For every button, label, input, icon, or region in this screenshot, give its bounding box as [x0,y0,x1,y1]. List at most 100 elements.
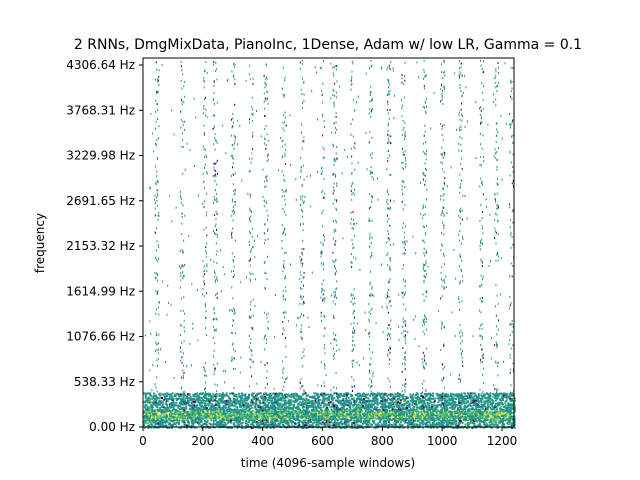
spectrogram-cell [336,344,338,347]
spectrogram-cell [321,290,323,293]
spectrogram-cell [278,408,281,411]
spectrogram-cell [510,79,512,82]
spectrogram-cell [322,225,324,228]
spectrogram-cell [474,424,477,427]
spectrogram-cell [205,214,207,217]
spectrogram-cell [402,347,404,349]
spectrogram-cell [506,422,509,424]
spectrogram-cell [344,413,347,416]
spectrogram-cell [318,410,320,413]
spectrogram-cell [182,391,184,394]
spectrogram-cell [336,157,338,160]
spectrogram-cell [339,421,342,424]
spectrogram-cell [323,335,325,337]
spectrogram-cell [423,174,425,176]
spectrogram-cell [245,420,248,423]
spectrogram-cell [294,419,297,421]
spectrogram-cell [424,213,426,216]
spectrogram-cell [335,287,337,290]
spectrogram-cell [352,312,354,315]
spectrogram-cell [480,274,482,277]
spectrogram-cell [396,414,399,417]
spectrogram-cell [395,411,398,414]
spectrogram-cell [482,98,484,101]
spectrogram-cell [473,420,476,423]
spectrogram-cell [320,361,322,364]
spectrogram-cell [284,381,285,384]
spectrogram-cell [279,417,282,420]
spectrogram-cell [239,422,242,425]
spectrogram-cell [369,67,370,70]
spectrogram-cell [351,60,353,63]
spectrogram-cell [250,358,252,361]
spectrogram-cell [232,183,234,186]
spectrogram-cell [184,423,187,426]
spectrogram-cell [496,90,498,93]
spectrogram-cell [496,182,498,185]
spectrogram-cell [156,249,158,252]
spectrogram-cell [344,409,347,412]
spectrogram-cell [333,291,335,294]
spectrogram-cell [354,407,357,410]
spectrogram-cell [250,341,252,344]
spectrogram-cell [180,196,182,199]
spectrogram-cell [354,331,356,334]
spectrogram-cell [213,363,215,366]
spectrogram-cell [215,328,217,331]
spectrogram-cell [283,95,285,98]
spectrogram-cell [323,316,325,318]
spectrogram-cell [377,391,379,394]
spectrogram-cell [333,355,335,357]
spectrogram-cell [181,421,184,424]
spectrogram-cell [151,424,154,427]
spectrogram-cell [330,389,332,392]
spectrogram-cell [303,80,305,83]
spectrogram-cell [334,243,336,246]
spectrogram-cell [435,424,438,427]
spectrogram-cell [329,410,332,413]
spectrogram-cell [483,70,485,73]
spectrogram-cell [335,131,336,134]
spectrogram-cell [265,272,267,275]
spectrogram-cell [276,420,279,422]
spectrogram-cell [213,419,215,422]
spectrogram-cell [429,423,432,426]
spectrogram-cell [250,220,251,222]
spectrogram-cell [354,109,356,112]
spectrogram-cell [321,90,322,93]
spectrogram-cell [194,408,197,411]
spectrogram-cell [370,312,372,315]
spectrogram-cell [265,409,268,412]
spectrogram-cell [351,172,353,175]
spectrogram-cell [435,422,438,425]
spectrogram-cell [458,74,460,77]
spectrogram-cell [231,70,233,73]
spectrogram-cell [495,388,497,391]
spectrogram-cell [302,107,303,110]
spectrogram-cell [206,172,208,175]
spectrogram-cell [220,408,223,411]
spectrogram-cell [424,152,426,155]
spectrogram-cell [441,209,443,212]
spectrogram-cell [351,265,353,268]
spectrogram-cell [498,81,500,84]
spectrogram-cell [213,367,215,370]
spectrogram-cell [240,281,242,284]
spectrogram-cell [213,60,215,63]
spectrogram-cell [261,405,264,408]
spectrogram-cell [350,147,352,150]
spectrogram-cell [214,163,216,165]
spectrogram-cell [464,408,467,411]
spectrogram-cell [332,173,334,176]
spectrogram-cell [179,191,181,193]
spectrogram-cell [198,194,199,197]
spectrogram-cell [353,145,355,148]
spectrogram-cell [182,146,184,148]
spectrogram-cell [511,80,513,83]
spectrogram-cell [402,129,404,131]
spectrogram-cell [182,277,184,280]
spectrogram-cell [482,193,484,196]
spectrogram-cell [320,67,322,70]
spectrogram-cell [481,147,483,150]
spectrogram-cell [390,244,391,246]
